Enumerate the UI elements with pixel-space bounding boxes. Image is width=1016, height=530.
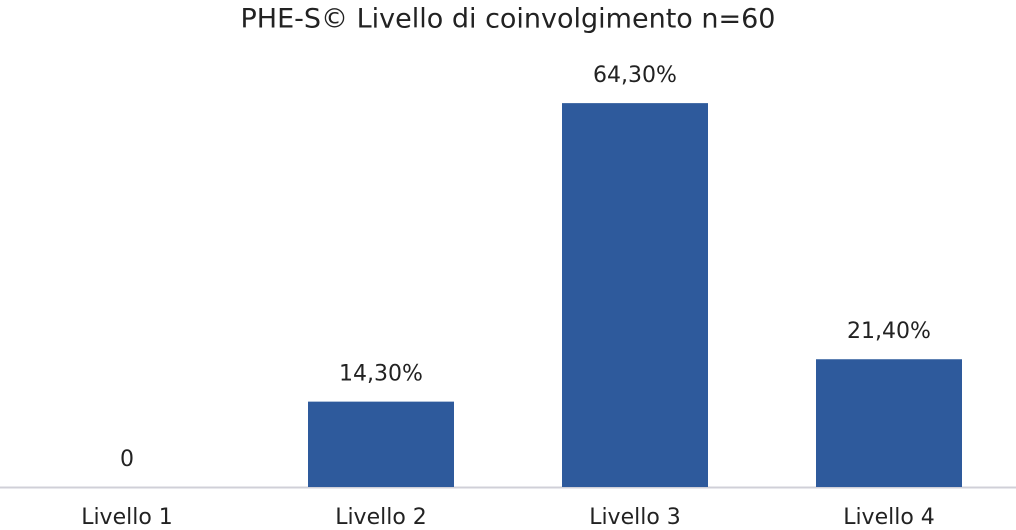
bar [816,359,962,487]
bar [562,103,708,487]
x-tick-label: Livello 3 [589,505,681,530]
x-tick-label: Livello 2 [335,505,427,530]
chart-title: PHE-S© Livello di coinvolgimento n=60 [241,4,776,35]
data-label: 14,30% [339,362,423,387]
bar [308,401,454,487]
x-tick-label: Livello 4 [843,505,935,530]
data-label: 0 [120,447,134,472]
data-label: 64,30% [593,63,677,88]
data-label: 21,40% [847,319,931,344]
x-tick-label: Livello 1 [81,505,173,530]
